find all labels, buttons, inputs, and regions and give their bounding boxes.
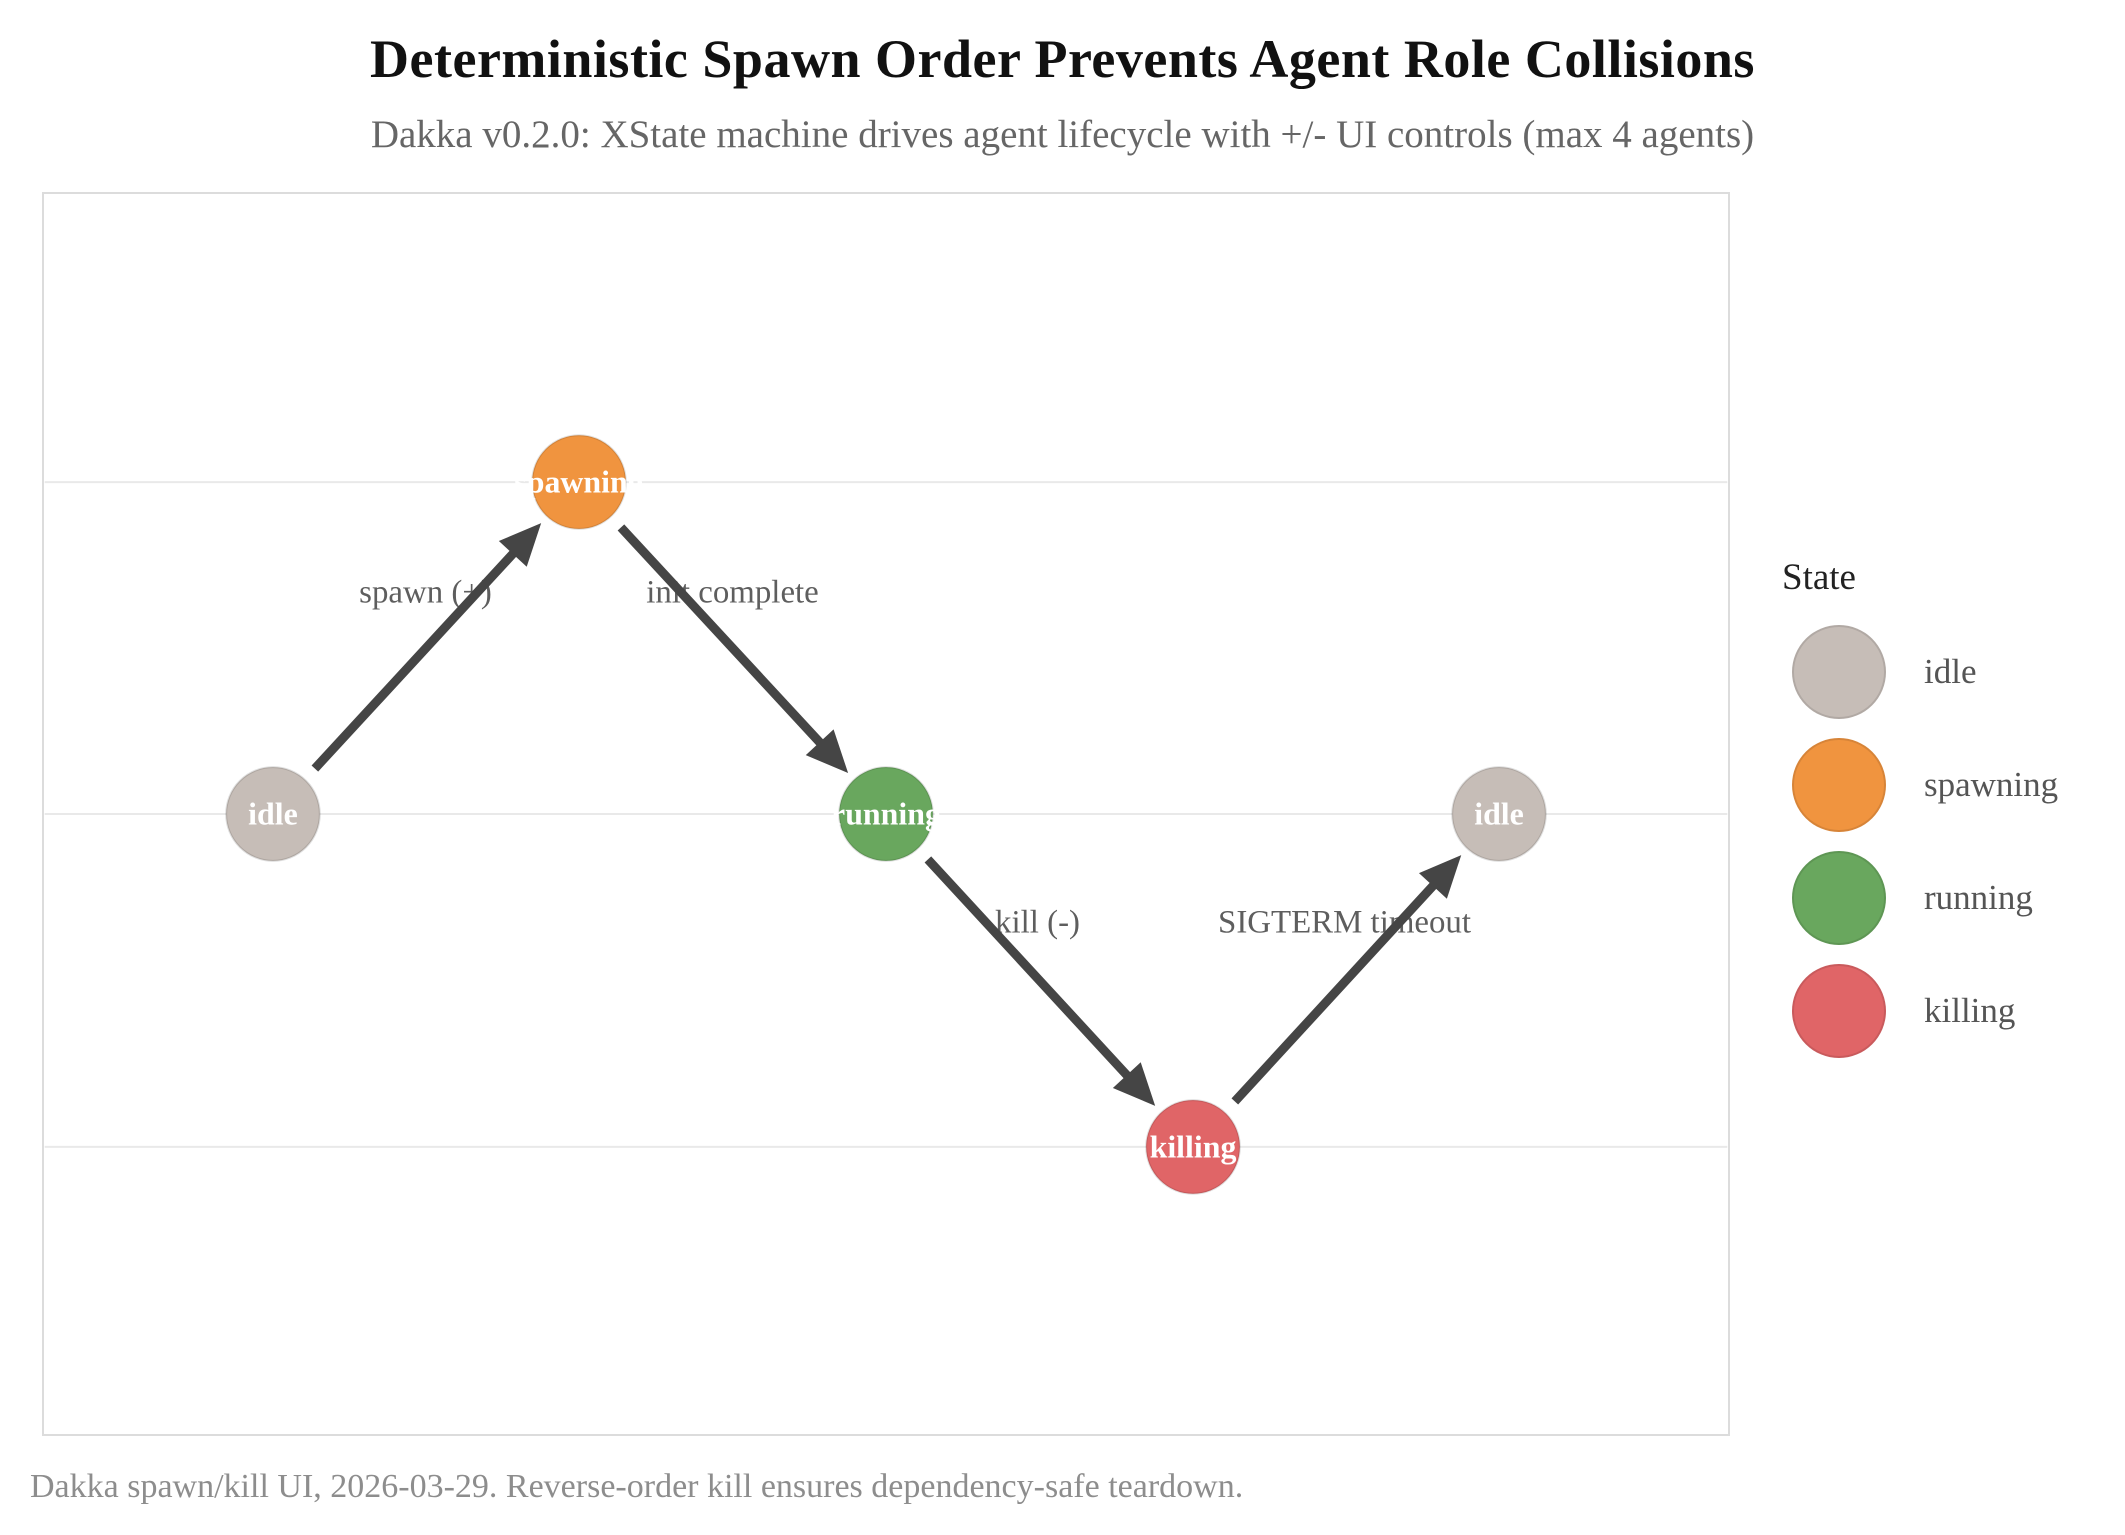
transition-arrowhead	[1112, 1062, 1156, 1106]
state-node-label: idle	[1474, 797, 1524, 832]
chart-title: Deterministic Spawn Order Prevents Agent…	[370, 29, 1755, 89]
state-node-idle_start	[225, 766, 321, 862]
legend-swatch-running	[1792, 851, 1886, 945]
legend-swatch-killing	[1792, 964, 1886, 1058]
legend-item-spawning: spawning	[1782, 738, 2112, 832]
state-node-spawning	[531, 434, 627, 530]
state-node-label: spawning	[514, 465, 643, 500]
edge-label: kill (-)	[995, 905, 1080, 941]
edge-label: SIGTERM timeout	[1218, 905, 1471, 941]
figure-caption: Dakka spawn/kill UI, 2026-03-29. Reverse…	[30, 1468, 1244, 1505]
transition-arrowhead	[498, 523, 542, 567]
transition-arrowhead	[1418, 855, 1462, 899]
state-node-running	[838, 766, 934, 862]
state-node-label: killing	[1150, 1129, 1237, 1164]
transition-arrow-line	[924, 856, 1135, 1083]
legend-label: idle	[1924, 652, 1977, 691]
legend-items: idle spawning running killing	[1782, 625, 2112, 1058]
legend-title: State	[1782, 557, 1856, 598]
transition-arrow-line	[617, 524, 828, 750]
legend-item-killing: killing	[1782, 964, 2112, 1058]
transition-arrow-line	[1231, 878, 1441, 1105]
legend-label: running	[1924, 878, 2033, 917]
transition-arrow-line	[311, 546, 521, 772]
state-node-label: running	[831, 797, 941, 832]
legend-swatch-spawning	[1792, 738, 1886, 832]
legend-label: spawning	[1924, 765, 2059, 804]
chart-subtitle: Dakka v0.2.0: XState machine drives agen…	[370, 113, 1755, 156]
legend-item-idle: idle	[1782, 625, 2112, 719]
state-node-idle_end	[1451, 766, 1547, 862]
state-node-killing	[1145, 1099, 1241, 1195]
legend-label: killing	[1924, 991, 2016, 1030]
legend-item-running: running	[1782, 851, 2112, 945]
state-node-label: idle	[248, 797, 298, 832]
transition-arrowhead	[805, 729, 849, 774]
legend: State idle spawning running killing	[1782, 556, 2112, 1077]
legend-swatch-idle	[1792, 625, 1886, 719]
plot-panel: spawn (+) init complete kill (-) SIGTERM ti…	[42, 192, 1730, 1436]
